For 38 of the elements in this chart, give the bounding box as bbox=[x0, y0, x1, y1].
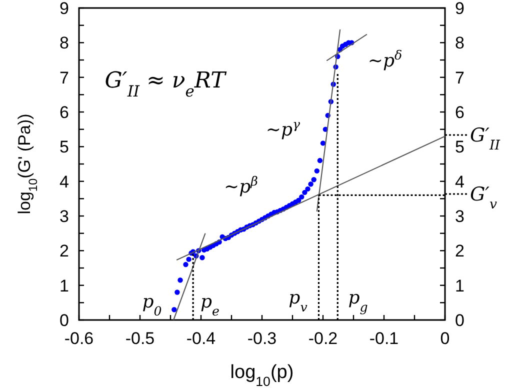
y-tick-label: 2 bbox=[60, 242, 69, 261]
y-tick-label: 9 bbox=[60, 0, 69, 18]
annotation: ~p$^{δ}$ bbox=[368, 46, 402, 72]
annotation: ~p$^{β}$ bbox=[224, 172, 258, 198]
annotation: G′$_{II}$ ≈ ν$_{e}$RT bbox=[104, 68, 228, 101]
y-tick-label: 7 bbox=[60, 68, 69, 88]
x-tick-label: -0.5 bbox=[125, 329, 155, 348]
x-tick-label: 0 bbox=[440, 329, 450, 348]
y2-tick-label: 3 bbox=[455, 206, 464, 226]
annotation: p$_{e}$ bbox=[200, 291, 220, 318]
x-tick-label: -0.2 bbox=[308, 329, 338, 348]
y-tick-label: 1 bbox=[60, 276, 69, 296]
annotation: p$_{g}$ bbox=[348, 287, 368, 314]
y2-tick-label: 5 bbox=[455, 138, 464, 157]
y2-tick-label: 0 bbox=[455, 310, 464, 330]
text: G′$_{v}$ bbox=[470, 184, 498, 212]
y-tick-label: 5 bbox=[60, 138, 69, 157]
annotation: p$_{0}$ bbox=[142, 291, 162, 318]
x-tick-label: -0.1 bbox=[369, 329, 399, 348]
y2-tick-label: 9 bbox=[455, 0, 464, 18]
y2-tick-label: 7 bbox=[455, 68, 464, 88]
y2-tick-label: 2 bbox=[455, 242, 464, 261]
x-tick-label: -0.3 bbox=[247, 329, 277, 348]
x-axis-title: log$_{10}$(p) bbox=[230, 362, 294, 388]
annotation: p$_{v}$ bbox=[288, 287, 308, 314]
annotation: ~p$^{γ}$ bbox=[266, 116, 301, 140]
y-tick-label: 3 bbox=[60, 206, 69, 226]
y2-tick-label: 6 bbox=[455, 102, 464, 122]
y2-tick-label: 4 bbox=[455, 172, 464, 192]
x-tick-label: -0.6 bbox=[64, 329, 94, 348]
y-tick-label: 0 bbox=[60, 310, 69, 330]
y-tick-label: 4 bbox=[60, 172, 69, 192]
text: G′$_{II}$ bbox=[470, 124, 501, 154]
y-tick-label: 8 bbox=[60, 34, 69, 53]
y2-tick-label: 8 bbox=[455, 34, 464, 53]
x-tick-label: -0.4 bbox=[186, 329, 216, 348]
y2-tick-label: 1 bbox=[455, 276, 464, 296]
y-tick-label: 6 bbox=[60, 102, 69, 122]
